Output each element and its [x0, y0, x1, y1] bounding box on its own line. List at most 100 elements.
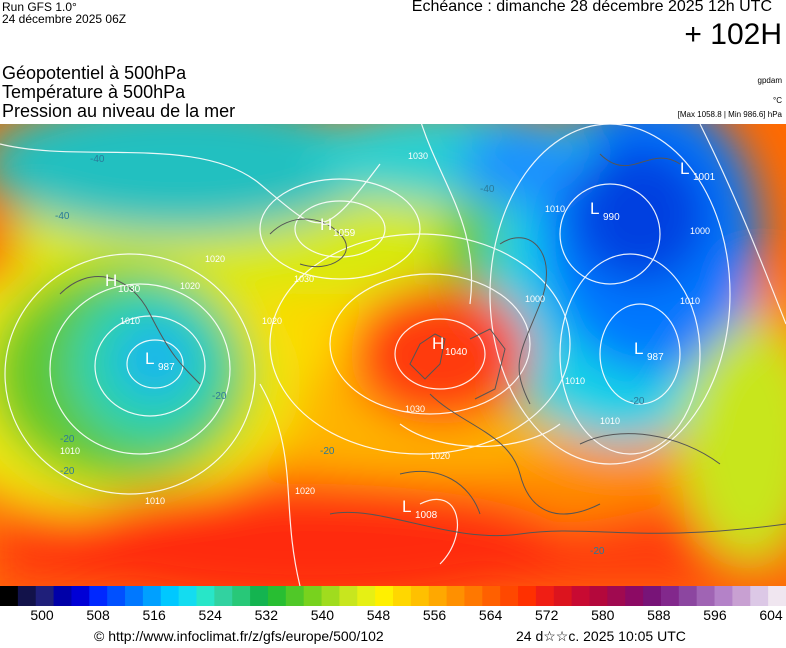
- field-title-pressure: Pression au niveau de la mer: [2, 101, 236, 121]
- colorbar-swatch: [267, 586, 287, 606]
- unit-geopotential: gpdam: [757, 76, 782, 85]
- colorbar-tick-label: 500: [30, 607, 54, 623]
- pressure-center-type: H: [432, 334, 444, 353]
- geopotential-field: [0, 124, 786, 586]
- colorbar-swatch: [357, 586, 376, 606]
- isobar-label: 1000: [690, 226, 710, 236]
- isobar-label: 1020: [262, 316, 282, 326]
- pressure-center-value: 1030: [118, 284, 141, 295]
- isobar-label: 1010: [145, 496, 165, 506]
- pressure-center-type: L: [402, 497, 411, 516]
- temperature-label: -20: [630, 396, 645, 407]
- isobar-label: 1020: [180, 281, 200, 291]
- colorbar-tick-label: 580: [591, 607, 615, 623]
- temperature-label: -20: [60, 466, 75, 477]
- pressure-center-high: H 1059: [320, 215, 356, 239]
- colorbar-swatch: [464, 586, 483, 606]
- pressure-range: [Max 1058.8 | Min 986.6] hPa: [677, 110, 782, 119]
- colorbar-swatch: [446, 586, 466, 606]
- colorbar-swatch: [768, 586, 786, 606]
- pressure-center-type: L: [634, 339, 643, 358]
- colorbar-ticks: 500 508 516 524 532 540 548 556 564 572 580 588 596 6…: [0, 607, 786, 627]
- colorbar-swatch: [303, 586, 323, 606]
- colorbar: [0, 586, 786, 606]
- colorbar-swatch: [482, 586, 501, 606]
- pressure-center-type: H: [105, 271, 117, 290]
- field-title-temperature: Température à 500hPa: [2, 82, 186, 102]
- colorbar-swatch: [643, 586, 662, 606]
- isobar-label: 1000: [525, 294, 545, 304]
- colorbar-swatch: [17, 586, 37, 606]
- generation-time: 24 d☆☆c. 2025 10:05 UTC: [516, 628, 686, 644]
- pressure-center-value: 1001: [693, 172, 716, 183]
- pressure-center-low: L 990: [590, 199, 620, 223]
- temperature-label: -40: [90, 154, 105, 165]
- colorbar-swatch: [53, 586, 73, 606]
- isobar-label: 1010: [120, 316, 140, 326]
- pressure-center-low: L 1008: [402, 497, 438, 521]
- pressure-center-low: L 987: [145, 349, 175, 373]
- coastlines: [59, 153, 786, 537]
- colorbar-swatch: [750, 586, 769, 606]
- colorbar-swatch: [571, 586, 591, 606]
- colorbar-swatch: [714, 586, 734, 606]
- temperature-label: -40: [480, 184, 495, 195]
- isobar-label: 1020: [295, 486, 315, 496]
- temperature-label: -20: [60, 434, 75, 445]
- isobar-label: 1030: [294, 274, 314, 284]
- temperature-labels: -40 -40 -40 -20 -20 -20 -20 -20 -20: [55, 154, 645, 557]
- colorbar-tick-label: 564: [478, 607, 503, 623]
- isobar-label: 1020: [430, 451, 450, 461]
- pressure-center-value: 1040: [445, 347, 468, 358]
- colorbar-swatch: [696, 586, 716, 606]
- isobar-label: 1010: [545, 204, 565, 214]
- colorbar-swatch: [535, 586, 555, 606]
- colorbar-swatch: [732, 586, 751, 606]
- colorbar-tick-label: 508: [86, 607, 110, 623]
- isobar-labels: 1030 1020 1020 1010 1010 1020 1030 1020 1030 1010…: [60, 151, 710, 506]
- colorbar-swatch: [625, 586, 644, 606]
- colorbar-swatch: [142, 586, 162, 606]
- colorbar-swatch: [196, 586, 215, 606]
- colorbar-swatch: [339, 586, 358, 606]
- colorbar-tick-label: 588: [647, 607, 671, 623]
- colorbar-swatch: [553, 586, 573, 606]
- colorbar-tick-label: 532: [254, 607, 278, 623]
- colorbar-swatch: [125, 586, 144, 606]
- isobar-label: 1030: [405, 404, 425, 414]
- temperature-label: -20: [590, 546, 605, 557]
- colorbar-swatch: [107, 586, 126, 606]
- pressure-center-type: L: [680, 159, 689, 178]
- colorbar-tick-label: 524: [198, 607, 222, 623]
- temperature-label: -40: [55, 211, 70, 222]
- run-title: Run GFS 1.0°: [2, 0, 77, 14]
- colorbar-swatch: [410, 586, 430, 606]
- isobars: [0, 124, 786, 586]
- field-title-geopotential: Géopotentiel à 500hPa: [2, 63, 187, 83]
- colorbar-swatch: [678, 586, 698, 606]
- pressure-center-high: H 1040: [432, 334, 468, 358]
- colorbar-tick-label: 556: [422, 607, 447, 623]
- unit-temperature: °C: [773, 96, 782, 105]
- forecast-lead-time: + 102H: [684, 18, 782, 51]
- isobar-label: 1010: [60, 446, 80, 456]
- isobar-label: 1010: [680, 296, 700, 306]
- colorbar-swatch: [660, 586, 680, 606]
- forecast-valid-time: Echéance : dimanche 28 décembre 2025 12h…: [411, 0, 772, 15]
- colorbar-swatch: [0, 586, 19, 606]
- colorbar-tick-label: 516: [142, 607, 166, 623]
- colorbar-swatch: [178, 586, 198, 606]
- pressure-center-value: 1059: [333, 228, 356, 239]
- colorbar-tick-label: 540: [310, 607, 335, 623]
- run-date: 24 décembre 2025 06Z: [2, 12, 127, 26]
- pressure-center-type: L: [145, 349, 154, 368]
- source-url[interactable]: © http://www.infoclimat.fr/z/gfs/europe/…: [94, 628, 384, 644]
- isobar-label: 1010: [565, 376, 585, 386]
- colorbar-swatch: [589, 586, 608, 606]
- pressure-center-value: 1008: [415, 510, 438, 521]
- temperature-label: -20: [320, 446, 335, 457]
- colorbar-swatch: [393, 586, 412, 606]
- pressure-center-value: 990: [603, 212, 620, 223]
